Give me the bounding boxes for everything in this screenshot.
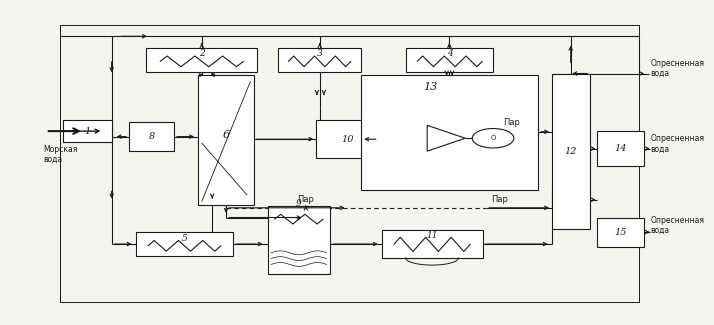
Text: 5: 5 <box>181 234 187 243</box>
Bar <box>406 48 493 72</box>
Bar <box>316 121 378 158</box>
Text: Опресненная
вода: Опресненная вода <box>650 216 705 235</box>
Text: 10: 10 <box>341 135 353 144</box>
Text: 2: 2 <box>199 49 205 58</box>
Text: Пар: Пар <box>503 118 521 127</box>
Bar <box>382 230 483 258</box>
Bar <box>552 73 590 229</box>
Text: 15: 15 <box>615 227 627 237</box>
Text: 11: 11 <box>426 231 438 240</box>
Bar <box>361 75 538 190</box>
Text: 6: 6 <box>223 130 230 140</box>
Bar <box>268 206 330 274</box>
Bar <box>278 48 361 72</box>
Bar <box>63 120 111 142</box>
Bar <box>136 232 233 256</box>
Text: О: О <box>491 135 496 141</box>
Text: Опресненная
вода: Опресненная вода <box>650 59 705 78</box>
Text: 13: 13 <box>423 82 438 92</box>
Text: Пар: Пар <box>491 195 508 204</box>
Text: 1: 1 <box>84 127 91 136</box>
Bar <box>597 131 644 166</box>
Bar <box>129 122 174 151</box>
Text: 8: 8 <box>149 132 155 141</box>
Text: Опресненная
вода: Опресненная вода <box>650 134 705 153</box>
Text: 12: 12 <box>565 147 577 156</box>
Bar <box>597 217 644 247</box>
Bar <box>198 75 253 204</box>
Bar <box>60 25 639 302</box>
Text: 9: 9 <box>296 200 302 208</box>
Text: Пар: Пар <box>298 195 314 204</box>
Text: Морская
вода: Морская вода <box>44 145 78 164</box>
Text: 3: 3 <box>317 49 323 58</box>
Text: 4: 4 <box>447 49 453 58</box>
Text: 14: 14 <box>615 144 627 153</box>
Bar <box>146 48 257 72</box>
